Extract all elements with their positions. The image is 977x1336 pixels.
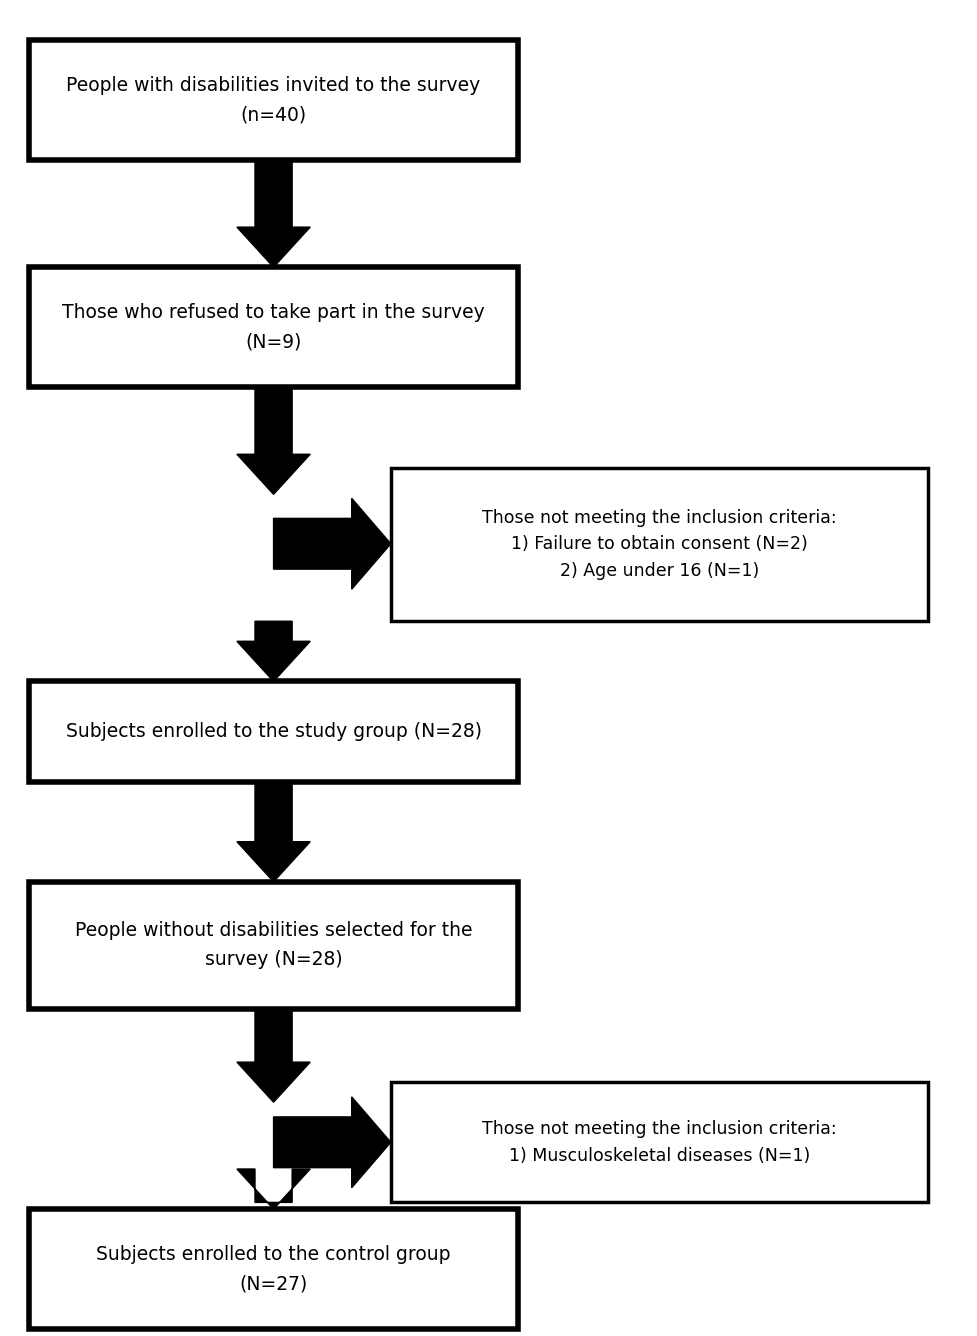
Text: People with disabilities invited to the survey: People with disabilities invited to the … (66, 76, 481, 95)
Text: People without disabilities selected for the: People without disabilities selected for… (75, 922, 472, 941)
Text: Subjects enrolled to the study group (N=28): Subjects enrolled to the study group (N=… (65, 721, 482, 741)
FancyBboxPatch shape (29, 1209, 518, 1329)
FancyArrow shape (274, 498, 391, 589)
FancyArrow shape (237, 1169, 311, 1209)
FancyArrow shape (237, 782, 311, 882)
Text: 1) Musculoskeletal diseases (N=1): 1) Musculoskeletal diseases (N=1) (509, 1146, 810, 1165)
Text: (n=40): (n=40) (240, 106, 307, 124)
Text: survey (N=28): survey (N=28) (205, 950, 342, 969)
FancyArrow shape (237, 621, 311, 681)
Text: (N=9): (N=9) (245, 333, 302, 351)
FancyArrow shape (274, 1097, 391, 1188)
Text: 1) Failure to obtain consent (N=2): 1) Failure to obtain consent (N=2) (511, 536, 808, 553)
Text: (N=27): (N=27) (239, 1275, 308, 1293)
FancyBboxPatch shape (29, 267, 518, 387)
FancyBboxPatch shape (29, 40, 518, 160)
FancyArrow shape (237, 160, 311, 267)
Text: Those not meeting the inclusion criteria:: Those not meeting the inclusion criteria… (483, 509, 836, 526)
FancyArrow shape (237, 387, 311, 494)
FancyBboxPatch shape (29, 681, 518, 782)
Text: Those not meeting the inclusion criteria:: Those not meeting the inclusion criteria… (483, 1120, 836, 1138)
Text: 2) Age under 16 (N=1): 2) Age under 16 (N=1) (560, 562, 759, 580)
Text: Those who refused to take part in the survey: Those who refused to take part in the su… (63, 303, 485, 322)
Text: Subjects enrolled to the control group: Subjects enrolled to the control group (97, 1245, 450, 1264)
FancyArrow shape (237, 1009, 311, 1102)
FancyBboxPatch shape (391, 1082, 928, 1202)
FancyBboxPatch shape (391, 468, 928, 621)
FancyBboxPatch shape (29, 882, 518, 1009)
